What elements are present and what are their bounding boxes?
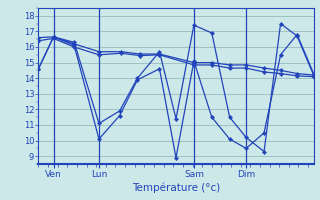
X-axis label: Température (°c): Température (°c) xyxy=(132,183,220,193)
